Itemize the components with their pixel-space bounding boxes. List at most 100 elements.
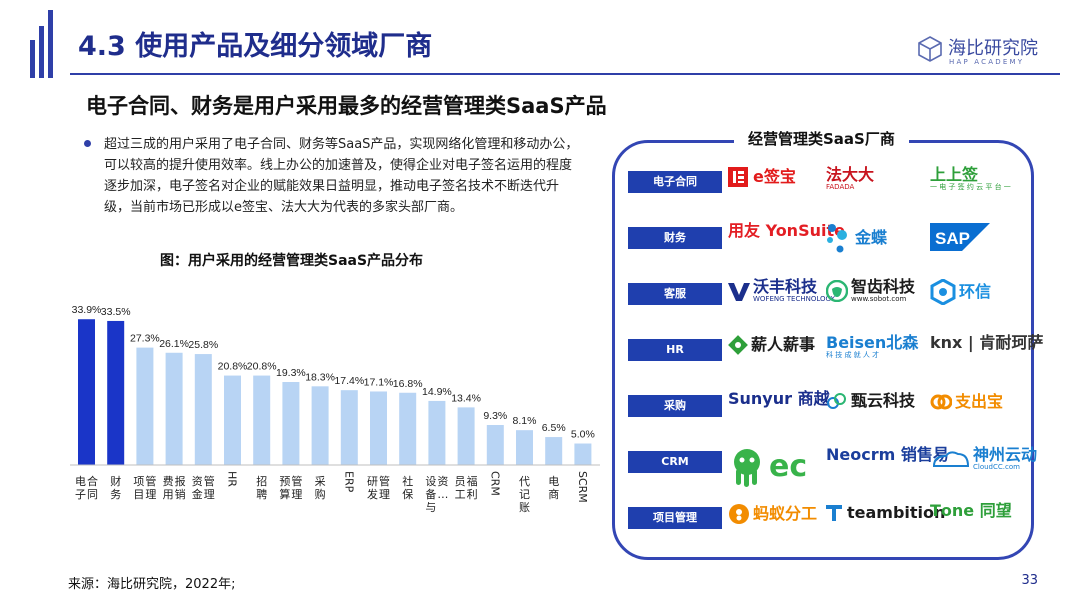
vendor-logo: 金蝶 bbox=[826, 223, 887, 253]
vendor-name: ec bbox=[769, 449, 808, 485]
bar-2 bbox=[136, 347, 154, 465]
bar-15 bbox=[516, 430, 533, 465]
category-label: 客服 bbox=[628, 283, 722, 305]
swirl-icon bbox=[930, 391, 952, 413]
bar-16 bbox=[545, 437, 563, 465]
vendor-name: Beisen北森 bbox=[826, 333, 919, 352]
vendor-name: 神州云动 bbox=[973, 445, 1038, 464]
vendor-logo: 智齿科技 www.sobot.com bbox=[826, 277, 916, 303]
bar-5 bbox=[224, 375, 241, 465]
vendor-logo: SAP bbox=[930, 223, 993, 251]
value-label-13: 13.4% bbox=[451, 392, 481, 404]
vendor-tagline: www.sobot.com bbox=[851, 294, 907, 303]
bar-10 bbox=[370, 391, 387, 465]
category-label-7: 预算管理 bbox=[279, 474, 302, 501]
vendor-name: 沃丰科技 bbox=[753, 277, 818, 296]
vendor-name: knx | 肯耐珂萨 bbox=[930, 333, 1044, 352]
category-label-5: HR bbox=[226, 471, 239, 487]
bar-9 bbox=[340, 390, 358, 465]
vendor-logo: 蚂蚁分工 bbox=[728, 503, 817, 525]
source-note: 来源：海比研究院，2022年; bbox=[68, 577, 236, 592]
category-label-8: 采购 bbox=[315, 475, 326, 501]
bullet-dot bbox=[84, 140, 91, 147]
bar-13 bbox=[457, 407, 475, 465]
value-label-11: 16.8% bbox=[393, 378, 423, 390]
value-label-8: 18.3% bbox=[305, 371, 335, 383]
vendor-logo: 用友 YonSuite bbox=[728, 222, 845, 240]
category-label: 财务 bbox=[628, 227, 722, 249]
value-label-6: 20.8% bbox=[247, 361, 277, 373]
vendor-name: 支出宝 bbox=[955, 391, 1004, 411]
logo: 海比研究院 HAP ACADEMY bbox=[918, 34, 1058, 70]
vendor-name: teambition bbox=[847, 502, 946, 522]
value-label-15: 8.1% bbox=[513, 415, 537, 427]
vendor-logo: teambition bbox=[826, 503, 945, 523]
vendor-name: Tοne 同望 bbox=[930, 501, 1012, 520]
tooth-icon bbox=[826, 280, 848, 303]
bar-3 bbox=[165, 352, 183, 465]
leaf-icon bbox=[728, 335, 748, 355]
bar-7 bbox=[282, 382, 300, 465]
value-label-10: 17.1% bbox=[364, 376, 394, 388]
category-label: CRM bbox=[628, 451, 722, 473]
value-label-0: 33.9% bbox=[72, 304, 102, 316]
vendor-logo: Beisen北森科 技 成 就 人 才 bbox=[826, 333, 919, 359]
category-label-11: 社保 bbox=[402, 474, 413, 501]
ant-icon bbox=[728, 503, 750, 525]
panel-title: 经营管理类SaaS厂商 bbox=[734, 128, 909, 149]
category-label-3: 费用报销 bbox=[163, 474, 186, 501]
category-label-0: 电子合同 bbox=[75, 474, 98, 501]
t-icon bbox=[826, 503, 844, 523]
vendor-name: 环信 bbox=[959, 281, 992, 301]
vendor-tagline: FADADA bbox=[826, 182, 855, 191]
category-label: 采购 bbox=[628, 395, 722, 417]
value-label-7: 19.3% bbox=[276, 367, 306, 379]
bullet-text: 超过三成的用户采用了电子合同、财务等SaaS产品，实现网络化管理和移动办公，可以… bbox=[104, 137, 579, 215]
vendor-name: Sunyur 商越 bbox=[728, 389, 830, 408]
bar-8 bbox=[311, 386, 329, 465]
vendor-logo: 甄云科技 bbox=[826, 391, 915, 411]
dots-icon bbox=[826, 223, 852, 253]
vendor-tagline: WOFENG TECHNOLOGY bbox=[753, 294, 835, 303]
bar-4 bbox=[194, 354, 212, 465]
vendor-tagline: 科 技 成 就 人 才 bbox=[826, 350, 880, 359]
value-label-14: 9.3% bbox=[483, 410, 507, 422]
vendor-name: 上上签 bbox=[930, 165, 979, 184]
vendor-logo: 神州云动 CloudCC.com bbox=[930, 445, 1038, 471]
vendor-logo: 支出宝 bbox=[930, 391, 1003, 413]
value-label-16: 6.5% bbox=[542, 422, 566, 434]
vendor-logo: knx | 肯耐珂萨 bbox=[930, 333, 1044, 352]
title-divider bbox=[70, 73, 1060, 75]
octopus-icon bbox=[728, 447, 766, 487]
bar-chart: 33.9% 电子合同 33.5% 财务 27.3% 项目管理 26.1% 费用报销 25.8% 资… bbox=[70, 304, 600, 514]
page-title: 4.3 使用产品及细分领域厂商 bbox=[78, 31, 433, 62]
ring-icon bbox=[930, 279, 956, 305]
vendor-logo: 法大大 FADADA bbox=[826, 166, 874, 191]
vendor-name: 甄云科技 bbox=[851, 390, 916, 410]
category-label-4: 资金管理 bbox=[192, 474, 215, 501]
bar-11 bbox=[399, 392, 417, 465]
category-label-12: 设备与资… bbox=[425, 475, 448, 514]
logo-name: 海比研究院 bbox=[948, 38, 1038, 59]
vendor-name: 蚂蚁分工 bbox=[753, 503, 818, 523]
vendor-name: 智齿科技 bbox=[851, 277, 916, 296]
cloud-icon bbox=[826, 391, 848, 411]
value-label-3: 26.1% bbox=[159, 338, 189, 350]
vendor-logo: e签宝 bbox=[728, 167, 796, 187]
vendor-logo: Sunyur 商越 bbox=[728, 389, 830, 408]
logo-subtitle: HAP ACADEMY bbox=[949, 58, 1025, 66]
value-label-4: 25.8% bbox=[188, 339, 218, 351]
category-label-9: ERP bbox=[342, 471, 355, 493]
category-label-13: 员工福利 bbox=[455, 474, 478, 501]
category-label-16: 电商 bbox=[548, 475, 559, 501]
category-label: 电子合同 bbox=[628, 171, 722, 193]
bar-12 bbox=[428, 400, 446, 465]
vendor-logo: Tοne 同望 bbox=[930, 501, 1012, 520]
bar-1 bbox=[107, 320, 125, 465]
category-label-15: 代记账 bbox=[519, 475, 530, 514]
page-number: 33 bbox=[1021, 573, 1038, 588]
category-label-14: CRM bbox=[488, 471, 501, 496]
value-label-12: 14.9% bbox=[422, 386, 452, 398]
title-decoration bbox=[30, 8, 54, 78]
figure-title: 图：用户采用的经营管理类SaaS产品分布 bbox=[160, 253, 424, 269]
